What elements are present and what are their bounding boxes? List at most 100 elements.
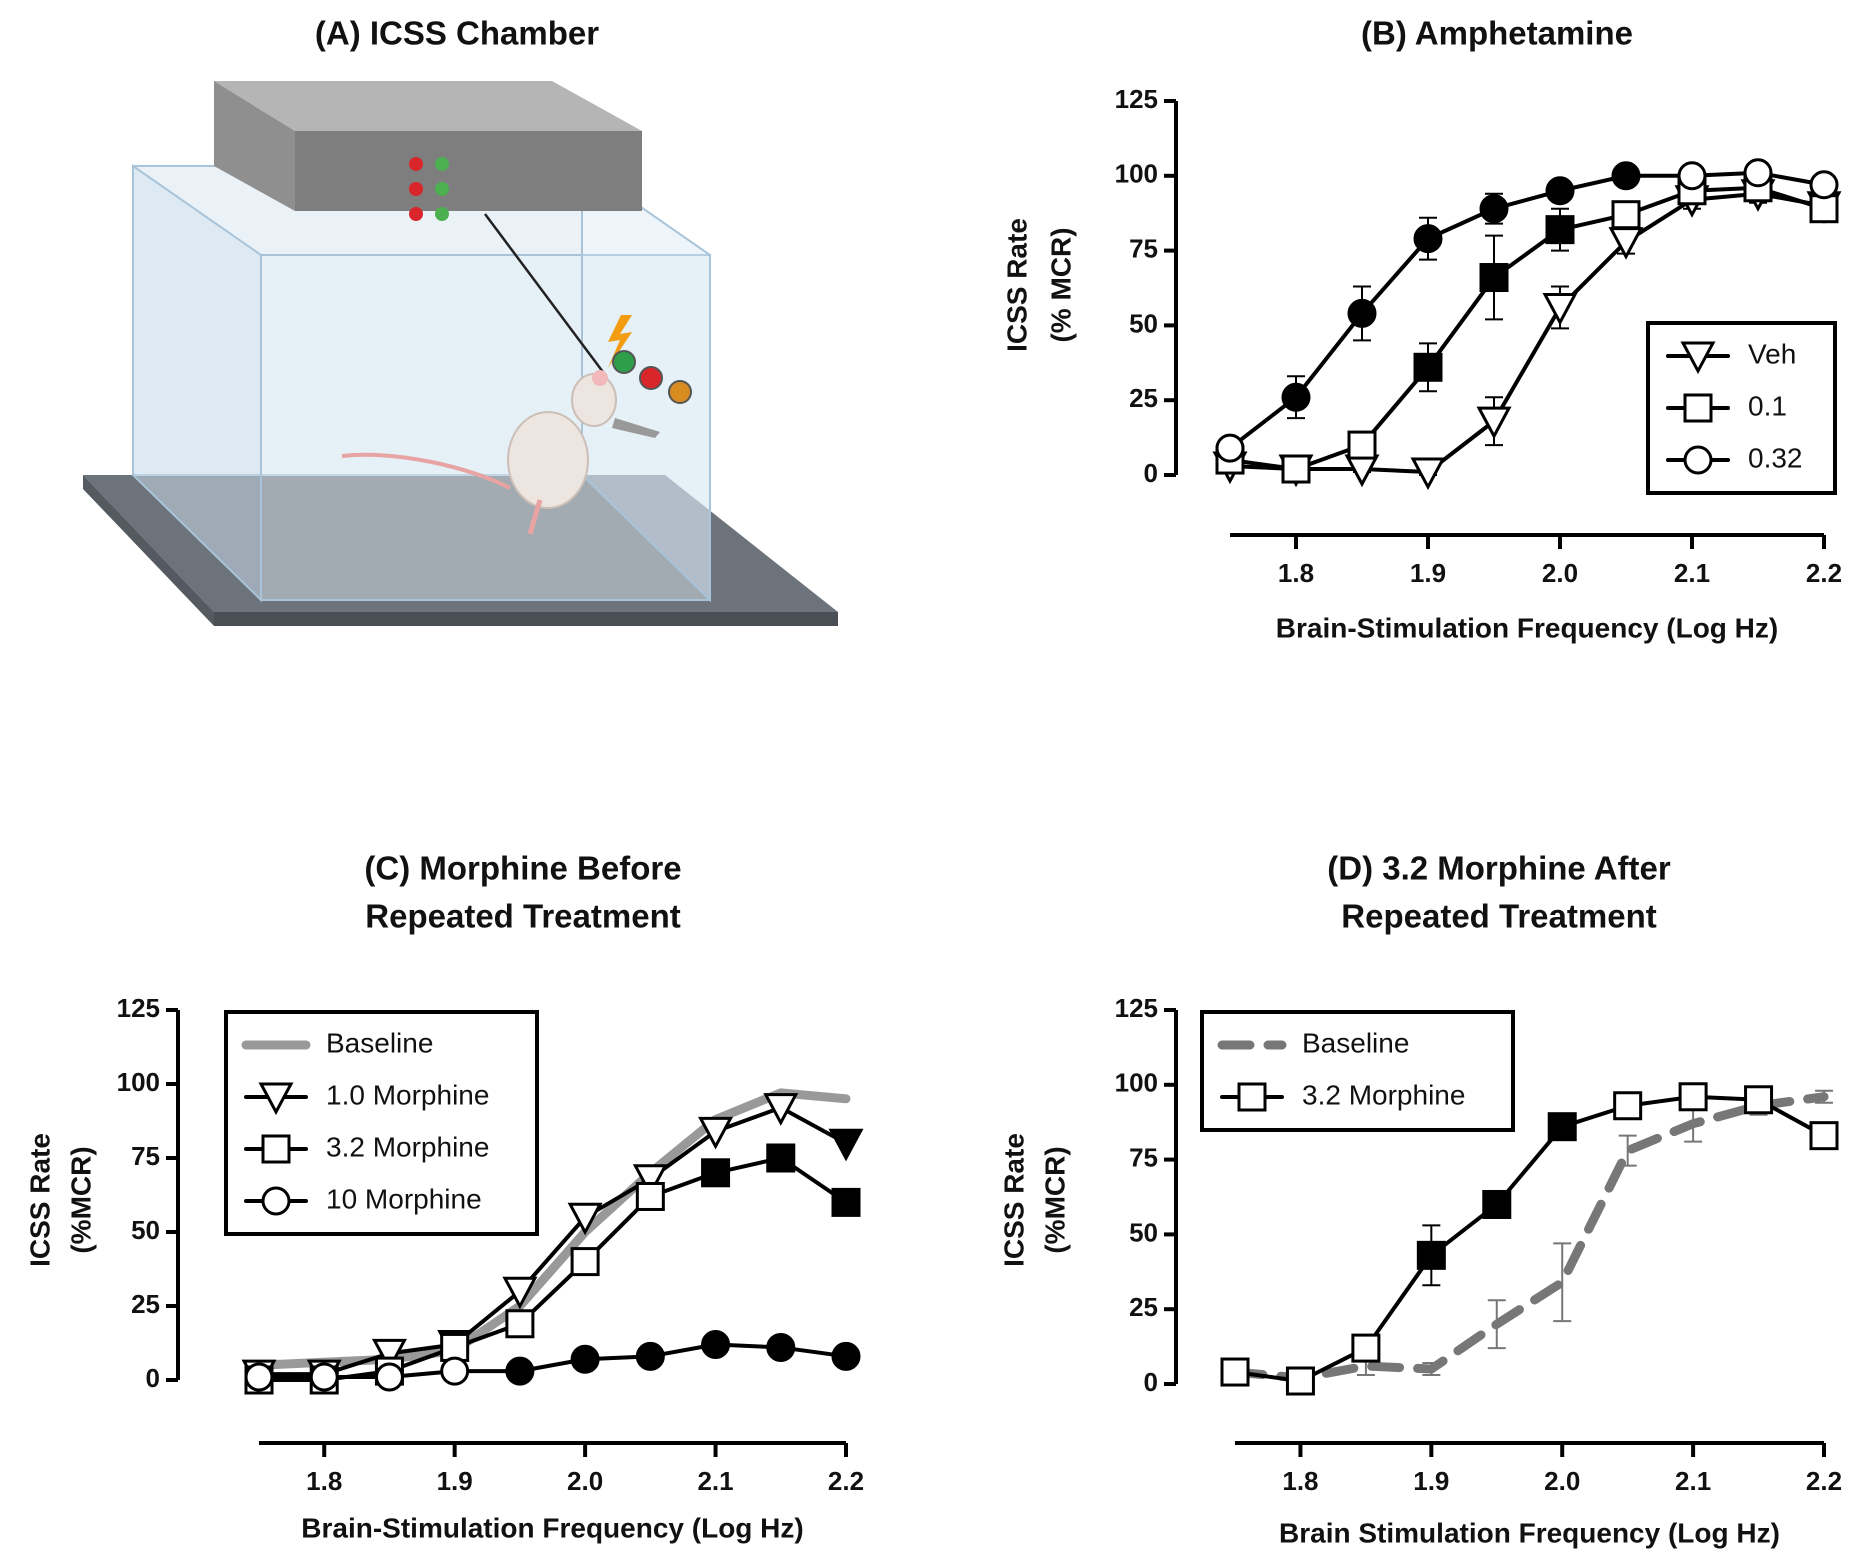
marker — [1545, 176, 1575, 206]
y-tick-label: 25 — [1129, 1292, 1158, 1322]
x-tick-label: 1.9 — [1410, 558, 1446, 588]
tether — [483, 213, 605, 373]
legend-marker — [1683, 445, 1713, 475]
lightning — [608, 315, 632, 368]
x-tick-label: 1.9 — [437, 1466, 473, 1496]
y-axis-label: (% MCR) — [1045, 227, 1076, 342]
y-tick-label: 0 — [146, 1363, 160, 1393]
y-axis-label: ICSS Rate — [24, 1133, 55, 1267]
legend-marker — [1683, 393, 1713, 423]
x-tick-label: 2.1 — [697, 1466, 733, 1496]
legend-marker — [261, 1186, 291, 1216]
chart-title: (B) Amphetamine — [1361, 15, 1633, 52]
marker — [570, 1344, 600, 1374]
series-line — [1228, 170, 1826, 451]
marker — [1611, 200, 1641, 230]
x-axis-label: Brain Stimulation Frequency (Log Hz) — [1279, 1517, 1780, 1548]
marker — [502, 1276, 538, 1310]
marker — [374, 1362, 404, 1392]
marker — [828, 1128, 864, 1162]
marker — [1744, 1085, 1774, 1115]
box-leds — [409, 157, 449, 221]
y-tick-label: 100 — [1115, 159, 1158, 189]
chart-title: Repeated Treatment — [365, 898, 680, 935]
box-side — [214, 81, 295, 211]
y-axis-label: (%MCR) — [1039, 1146, 1070, 1253]
legend-label: 0.1 — [1748, 390, 1787, 421]
y-tick-label: 75 — [131, 1141, 160, 1171]
legend-marker — [258, 1082, 294, 1116]
legend-label: 1.0 Morphine — [326, 1079, 489, 1110]
y-tick-label: 75 — [1129, 1142, 1158, 1172]
error-bar — [1553, 1242, 1572, 1323]
marker — [701, 1329, 731, 1359]
panel-title: (A) ICSS Chamber — [315, 15, 599, 52]
marker — [1479, 194, 1509, 224]
legend: Veh 0.1 0.32 — [1646, 321, 1837, 495]
marker — [1347, 430, 1377, 460]
y-tick-label: 125 — [1115, 993, 1158, 1023]
x-tick-label: 2.1 — [1674, 558, 1710, 588]
x-tick-label: 1.8 — [1278, 558, 1314, 588]
light-green — [612, 350, 636, 374]
marker — [505, 1309, 535, 1339]
marker — [632, 1164, 668, 1197]
marker — [1476, 406, 1512, 440]
x-tick-label: 1.8 — [1282, 1466, 1318, 1496]
x-tick-label: 2.2 — [828, 1466, 864, 1496]
marker — [635, 1181, 665, 1211]
marker — [1613, 1091, 1643, 1121]
y-tick-label: 0 — [1144, 458, 1158, 488]
floor-side — [83, 475, 214, 626]
x-tick-label: 1.9 — [1413, 1466, 1449, 1496]
series-line — [254, 1088, 851, 1370]
legend-marker — [1680, 341, 1716, 375]
marker — [1809, 1121, 1839, 1151]
marker — [1416, 1240, 1446, 1270]
y-tick-label: 50 — [1129, 308, 1158, 338]
marker — [1351, 1333, 1381, 1363]
y-tick-label: 25 — [131, 1289, 160, 1319]
light-red — [639, 366, 663, 390]
series-line — [1230, 1092, 1829, 1383]
x-tick-label: 2.2 — [1806, 1466, 1842, 1496]
marker — [505, 1356, 535, 1386]
rat — [341, 370, 660, 535]
chamber-illustration: (A) ICSS Chamber — [83, 15, 838, 626]
series-line — [257, 1105, 848, 1377]
chart-panel: (D) 3.2 Morphine After Repeated Treatment… — [998, 850, 1842, 1549]
marker — [1220, 1357, 1250, 1387]
y-tick-label: 75 — [1129, 233, 1158, 263]
legend-label: 0.32 — [1748, 442, 1803, 473]
chart-title: (D) 3.2 Morphine After — [1327, 850, 1671, 887]
chart-panel: (C) Morphine Before Repeated Treatment ICS… — [24, 850, 864, 1544]
chart-title: Repeated Treatment — [1341, 898, 1656, 935]
series-line — [257, 1342, 848, 1380]
marker — [567, 1202, 603, 1236]
marker — [1215, 433, 1245, 463]
y-tick-label: 100 — [1115, 1068, 1158, 1098]
marker — [1410, 457, 1446, 491]
box-front — [295, 131, 642, 211]
marker — [1281, 382, 1311, 412]
y-tick-label: 125 — [117, 993, 160, 1023]
chart-panel: (B) Amphetamine ICSS Rate (% MCR) Brain-Sti… — [1001, 15, 1842, 644]
y-axis-label: ICSS Rate — [998, 1133, 1029, 1267]
legend-label: Baseline — [326, 1027, 433, 1058]
series-line — [1228, 191, 1826, 475]
legend-label: 3.2 Morphine — [1302, 1079, 1465, 1110]
marker — [766, 1332, 796, 1362]
legend-label: 10 Morphine — [326, 1183, 482, 1214]
legend-label: Veh — [1748, 338, 1796, 369]
marker — [371, 1338, 407, 1372]
marker — [1542, 292, 1578, 326]
marker — [763, 1093, 799, 1126]
y-axis-label: (%MCR) — [65, 1146, 96, 1253]
marker — [1545, 215, 1575, 245]
marker — [309, 1362, 339, 1392]
legend: Baseline 3.2 Morphine — [1200, 1010, 1515, 1132]
x-tick-label: 1.8 — [306, 1466, 342, 1496]
marker — [1285, 1366, 1315, 1396]
x-tick-label: 2.0 — [1542, 558, 1578, 588]
series-line — [1228, 185, 1826, 472]
